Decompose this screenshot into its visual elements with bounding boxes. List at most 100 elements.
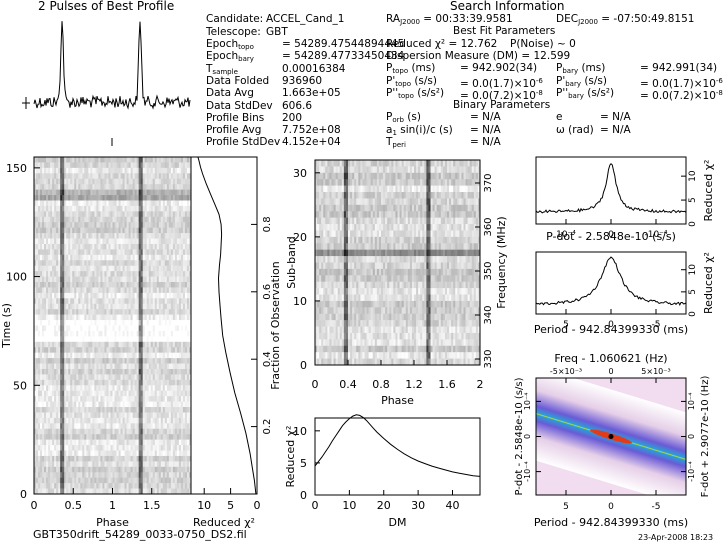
- time-phase-cell: [48, 243, 51, 250]
- time-phase-cell: [128, 466, 131, 473]
- time-phase-cell: [74, 287, 77, 294]
- time-phase-cell: [72, 412, 75, 419]
- time-phase-cell: [160, 417, 164, 424]
- time-phase-cell: [124, 434, 127, 440]
- time-phase-cell: [118, 200, 121, 207]
- time-phase-cell: [100, 385, 103, 392]
- time-phase-cell: [118, 483, 121, 489]
- time-phase-cell: [156, 368, 160, 375]
- time-phase-cell: [90, 445, 93, 451]
- time-phase-cell: [150, 211, 154, 218]
- time-phase-cell: [56, 396, 59, 402]
- time-phase-cell: [90, 379, 93, 386]
- time-phase-cell: [40, 423, 43, 430]
- time-phase-cell: [42, 347, 45, 353]
- time-phase-cell: [154, 401, 158, 408]
- time-phase-cell: [140, 363, 143, 370]
- time-phase-cell: [66, 271, 69, 277]
- time-phase-cell: [84, 292, 87, 299]
- time-phase-cell: [186, 401, 190, 408]
- time-phase-cell: [126, 238, 129, 245]
- time-phase-cell: [152, 439, 156, 446]
- time-phase-cell: [150, 363, 154, 370]
- time-phase-cell: [68, 260, 71, 267]
- time-phase-cell: [94, 423, 97, 430]
- time-phase-cell: [98, 341, 101, 348]
- time-phase-cell: [78, 157, 81, 163]
- time-phase-cell: [90, 428, 93, 435]
- time-phase-cell: [88, 309, 91, 315]
- time-phase-cell: [156, 314, 160, 321]
- time-phase-cell: [64, 472, 67, 478]
- time-phase-cell: [50, 466, 53, 473]
- time-phase-cell: [88, 292, 91, 299]
- time-phase-cell: [132, 189, 135, 196]
- time-phase-cell: [68, 412, 71, 419]
- time-phase-cell: [148, 162, 152, 169]
- time-phase-cell: [64, 189, 67, 196]
- subband-phase-cell: [438, 160, 442, 167]
- time-phase-cell: [130, 282, 133, 288]
- time-phase-cell: [170, 352, 174, 359]
- time-phase-cell: [94, 347, 97, 353]
- time-phase-cell: [160, 330, 164, 337]
- time-phase-cell: [122, 162, 125, 169]
- time-phase-cell: [128, 417, 131, 424]
- time-phase-cell: [168, 320, 172, 326]
- time-phase-cell: [44, 309, 47, 315]
- time-phase-cell: [176, 178, 180, 185]
- time-phase-cell: [138, 379, 141, 386]
- time-phase-cell: [40, 184, 43, 190]
- time-phase-cell: [98, 412, 101, 419]
- time-phase-cell: [90, 303, 93, 310]
- time-phase-cell: [84, 352, 87, 359]
- time-phase-cell: [112, 271, 115, 277]
- time-phase-cell: [162, 314, 166, 321]
- time-phase-cell: [146, 222, 150, 228]
- time-phase-cell: [154, 271, 158, 277]
- time-phase-cell: [106, 162, 109, 169]
- time-phase-cell: [36, 243, 39, 250]
- time-phase-cell: [122, 173, 125, 180]
- time-phase-cell: [34, 314, 37, 321]
- time-phase-cell: [42, 363, 45, 370]
- time-phase-cell: [158, 276, 162, 283]
- time-phase-cell: [64, 233, 67, 239]
- time-phase-cell: [86, 227, 89, 234]
- time-phase-cell: [188, 341, 192, 348]
- time-phase-cell: [174, 412, 178, 419]
- time-phase-cell: [74, 401, 77, 408]
- time-phase-cell: [82, 205, 85, 212]
- time-phase-cell: [58, 368, 61, 375]
- time-phase-cell: [182, 412, 186, 419]
- time-phase-cell: [170, 265, 174, 272]
- time-phase-cell: [84, 195, 87, 201]
- time-phase-cell: [88, 276, 91, 283]
- time-phase-cell: [50, 488, 53, 495]
- time-phase-cell: [146, 216, 150, 223]
- time-phase-cell: [50, 205, 53, 212]
- time-phase-cell: [84, 477, 87, 484]
- time-phase-cell: [86, 195, 89, 201]
- time-phase-cell: [180, 211, 184, 218]
- time-phase-cell: [126, 276, 129, 283]
- time-phase-cell: [108, 298, 111, 305]
- time-phase-cell: [46, 265, 49, 272]
- subband-phase-cell: [434, 160, 437, 167]
- time-phase-cell: [64, 195, 67, 201]
- time-phase-cell: [172, 483, 176, 489]
- time-phase-cell: [80, 249, 83, 256]
- obs-param-value: 4.152e+04: [282, 136, 341, 149]
- time-phase-cell: [38, 173, 41, 180]
- time-phase-cell: [138, 472, 141, 478]
- time-phase-cell: [164, 195, 168, 201]
- time-phase-cell: [70, 472, 73, 478]
- time-phase-cell: [180, 445, 184, 451]
- time-phase-cell: [80, 417, 83, 424]
- time-phase-cell: [144, 330, 148, 337]
- time-phase-cell: [138, 200, 141, 207]
- time-phase-cell: [174, 434, 178, 440]
- time-phase-cell: [48, 287, 51, 294]
- time-phase-cell: [34, 282, 37, 288]
- time-phase-cell: [138, 450, 141, 457]
